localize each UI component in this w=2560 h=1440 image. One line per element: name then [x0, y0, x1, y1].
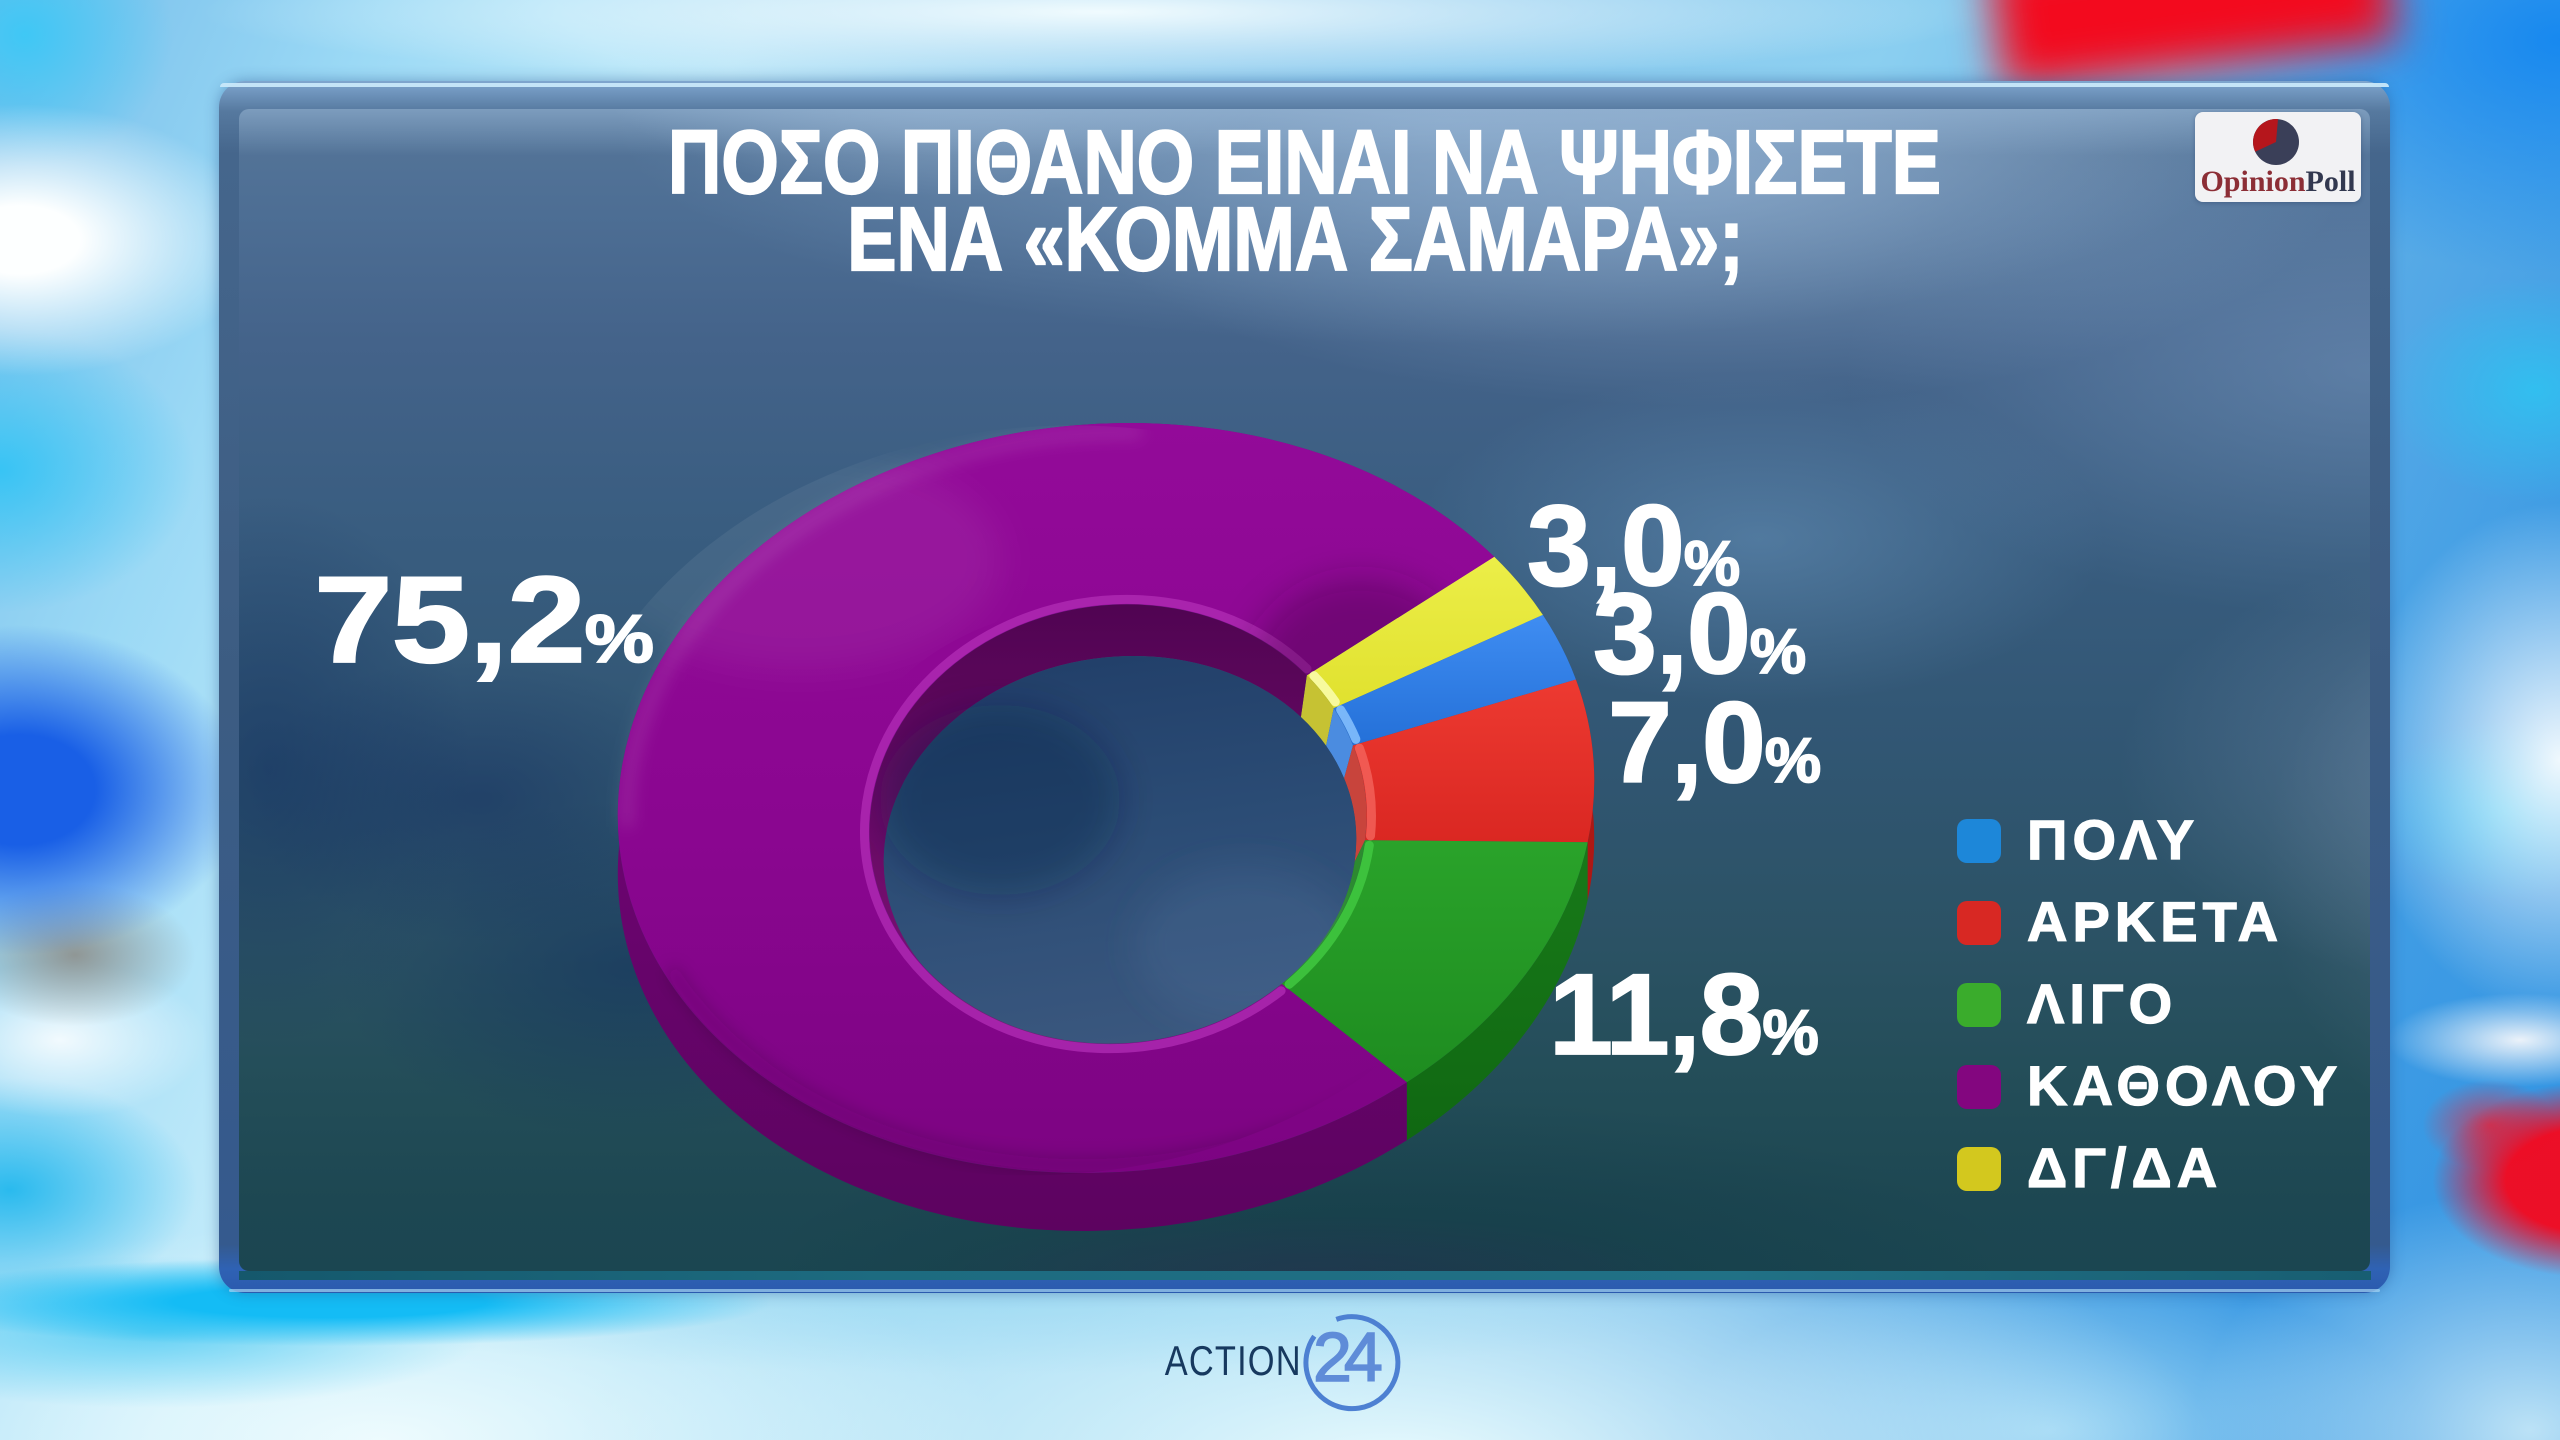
svg-text:ACTION: ACTION — [1165, 1338, 1302, 1385]
svg-text:24: 24 — [1313, 1318, 1381, 1396]
